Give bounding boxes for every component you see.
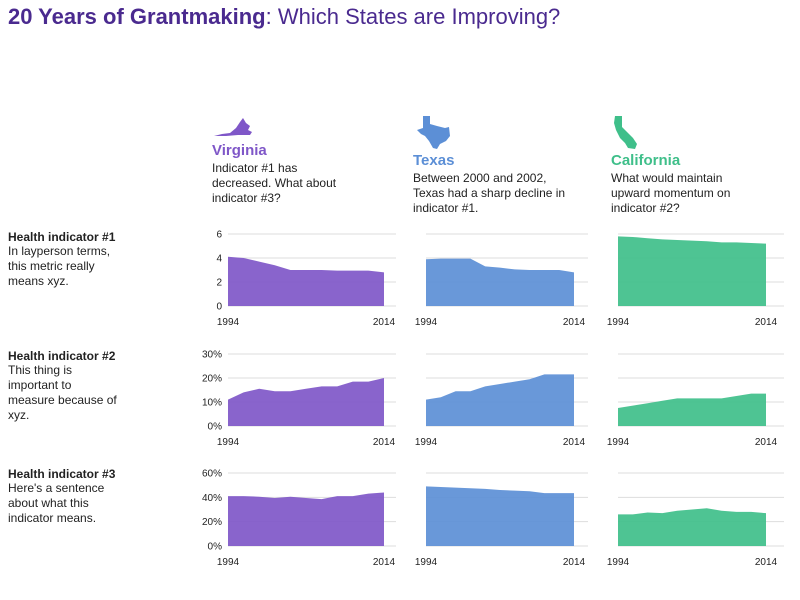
- y-tick-label: 10%: [202, 398, 222, 409]
- chart-indicator-3-virginia: 0% 20% 40% 60% 1994 2014: [202, 469, 396, 568]
- y-tick-label: 20%: [202, 517, 222, 528]
- x-tick-label: 1994: [415, 317, 438, 328]
- x-tick-label: 2014: [373, 437, 396, 448]
- indicator-desc: In layperson terms, this metric really m…: [8, 244, 148, 289]
- indicator-title: Health indicator #1: [8, 230, 116, 244]
- indicator-desc-line: xyz.: [8, 408, 30, 422]
- indicator-header-2: Health indicator #2 This thing is import…: [8, 349, 148, 423]
- x-tick-label: 2014: [563, 557, 586, 568]
- indicator-desc-line: In layperson terms,: [8, 244, 111, 258]
- indicator-desc-line: Here's a sentence: [8, 481, 105, 495]
- state-note-line: Texas had a sharp decline in: [413, 186, 566, 200]
- y-tick-label: 0%: [208, 542, 223, 553]
- x-tick-label: 2014: [755, 437, 778, 448]
- indicator-title: Health indicator #2: [8, 349, 116, 363]
- y-tick-label: 0: [216, 302, 222, 313]
- y-tick-label: 30%: [202, 350, 222, 361]
- y-tick-label: 2: [216, 278, 222, 289]
- state-name: Virginia: [212, 142, 267, 159]
- chart-indicator-3-california: 1994 2014: [607, 472, 784, 568]
- y-tick-label: 20%: [202, 374, 222, 385]
- indicator-desc: Here's a sentence about what this indica…: [8, 481, 148, 526]
- state-name: Texas: [413, 152, 455, 169]
- chart-indicator-2-virginia: 0% 10% 20% 30% 1994 2014: [202, 350, 396, 448]
- x-tick-label: 1994: [607, 557, 630, 568]
- state-note-line: upward momentum on: [611, 186, 731, 200]
- x-tick-label: 1994: [217, 557, 240, 568]
- x-tick-label: 1994: [607, 317, 630, 328]
- page-title-rest: : Which States are Improving?: [265, 4, 561, 29]
- chart-indicator-1-texas: 1994 2014: [415, 233, 588, 328]
- state-note: Indicator #1 has decreased. What about i…: [212, 161, 392, 206]
- state-header-texas: Texas Between 2000 and 2002, Texas had a…: [413, 114, 593, 216]
- indicator-title: Health indicator #3: [8, 467, 116, 481]
- chart-indicator-1-virginia: 0 2 4 6 1994 2014: [216, 230, 396, 328]
- x-tick-label: 1994: [415, 557, 438, 568]
- state-note-line: Between 2000 and 2002,: [413, 171, 547, 185]
- state-note-line: What would maintain: [611, 171, 723, 185]
- area-series-texas: [426, 258, 574, 306]
- x-tick-label: 2014: [563, 437, 586, 448]
- x-tick-label: 1994: [415, 437, 438, 448]
- state-note: What would maintain upward momentum on i…: [611, 171, 791, 216]
- area-series-texas: [426, 486, 574, 546]
- texas-map-icon: [417, 116, 450, 149]
- indicator-desc-line: about what this: [8, 496, 89, 510]
- x-tick-label: 1994: [607, 437, 630, 448]
- y-tick-label: 40%: [202, 493, 222, 504]
- chart-indicator-3-texas: 1994 2014: [415, 472, 588, 568]
- y-tick-label: 0%: [208, 422, 223, 433]
- x-tick-label: 1994: [217, 437, 240, 448]
- state-header-virginia: Virginia Indicator #1 has decreased. Wha…: [212, 114, 392, 206]
- state-note-line: Indicator #1 has: [212, 161, 298, 175]
- state-header-california: California What would maintain upward mo…: [611, 114, 791, 216]
- indicator-header-3: Health indicator #3 Here's a sentence ab…: [8, 467, 148, 526]
- california-map-icon: [614, 116, 637, 149]
- area-series-virginia: [228, 492, 384, 546]
- state-note-line: indicator #1.: [413, 201, 479, 215]
- area-series-california: [618, 508, 766, 546]
- area-series-virginia: [228, 378, 384, 426]
- indicator-header-1: Health indicator #1 In layperson terms, …: [8, 230, 148, 289]
- chart-indicator-1-california: 1994 2014: [607, 233, 784, 328]
- y-tick-label: 4: [216, 254, 222, 265]
- state-note: Between 2000 and 2002, Texas had a sharp…: [413, 171, 593, 216]
- x-tick-label: 1994: [217, 317, 240, 328]
- page-title-bold: 20 Years of Grantmaking: [8, 4, 266, 29]
- y-tick-label: 60%: [202, 469, 222, 480]
- area-series-virginia: [228, 256, 384, 306]
- virginia-map-icon: [214, 118, 252, 136]
- x-tick-label: 2014: [373, 317, 396, 328]
- x-tick-label: 2014: [755, 557, 778, 568]
- x-tick-label: 2014: [563, 317, 586, 328]
- state-note-line: indicator #2?: [611, 201, 680, 215]
- area-series-california: [618, 236, 766, 306]
- page-title: 20 Years of Grantmaking: Which States ar…: [8, 4, 560, 30]
- y-tick-label: 6: [216, 230, 222, 241]
- chart-indicator-2-california: 1994 2014: [607, 353, 784, 448]
- indicator-desc-line: means xyz.: [8, 274, 69, 288]
- x-tick-label: 2014: [373, 557, 396, 568]
- indicator-desc-line: measure because of: [8, 393, 117, 407]
- indicator-desc-line: This thing is: [8, 363, 73, 377]
- state-note-line: indicator #3?: [212, 191, 281, 205]
- state-note-line: decreased. What about: [212, 176, 337, 190]
- indicator-desc-line: this metric really: [8, 259, 95, 273]
- indicator-desc-line: important to: [8, 378, 72, 392]
- x-tick-label: 2014: [755, 317, 778, 328]
- indicator-desc: This thing is important to measure becau…: [8, 363, 148, 423]
- area-series-california: [618, 393, 766, 426]
- area-series-texas: [426, 374, 574, 426]
- indicator-desc-line: indicator means.: [8, 511, 97, 525]
- state-name: California: [611, 152, 681, 169]
- chart-indicator-2-texas: 1994 2014: [415, 353, 588, 448]
